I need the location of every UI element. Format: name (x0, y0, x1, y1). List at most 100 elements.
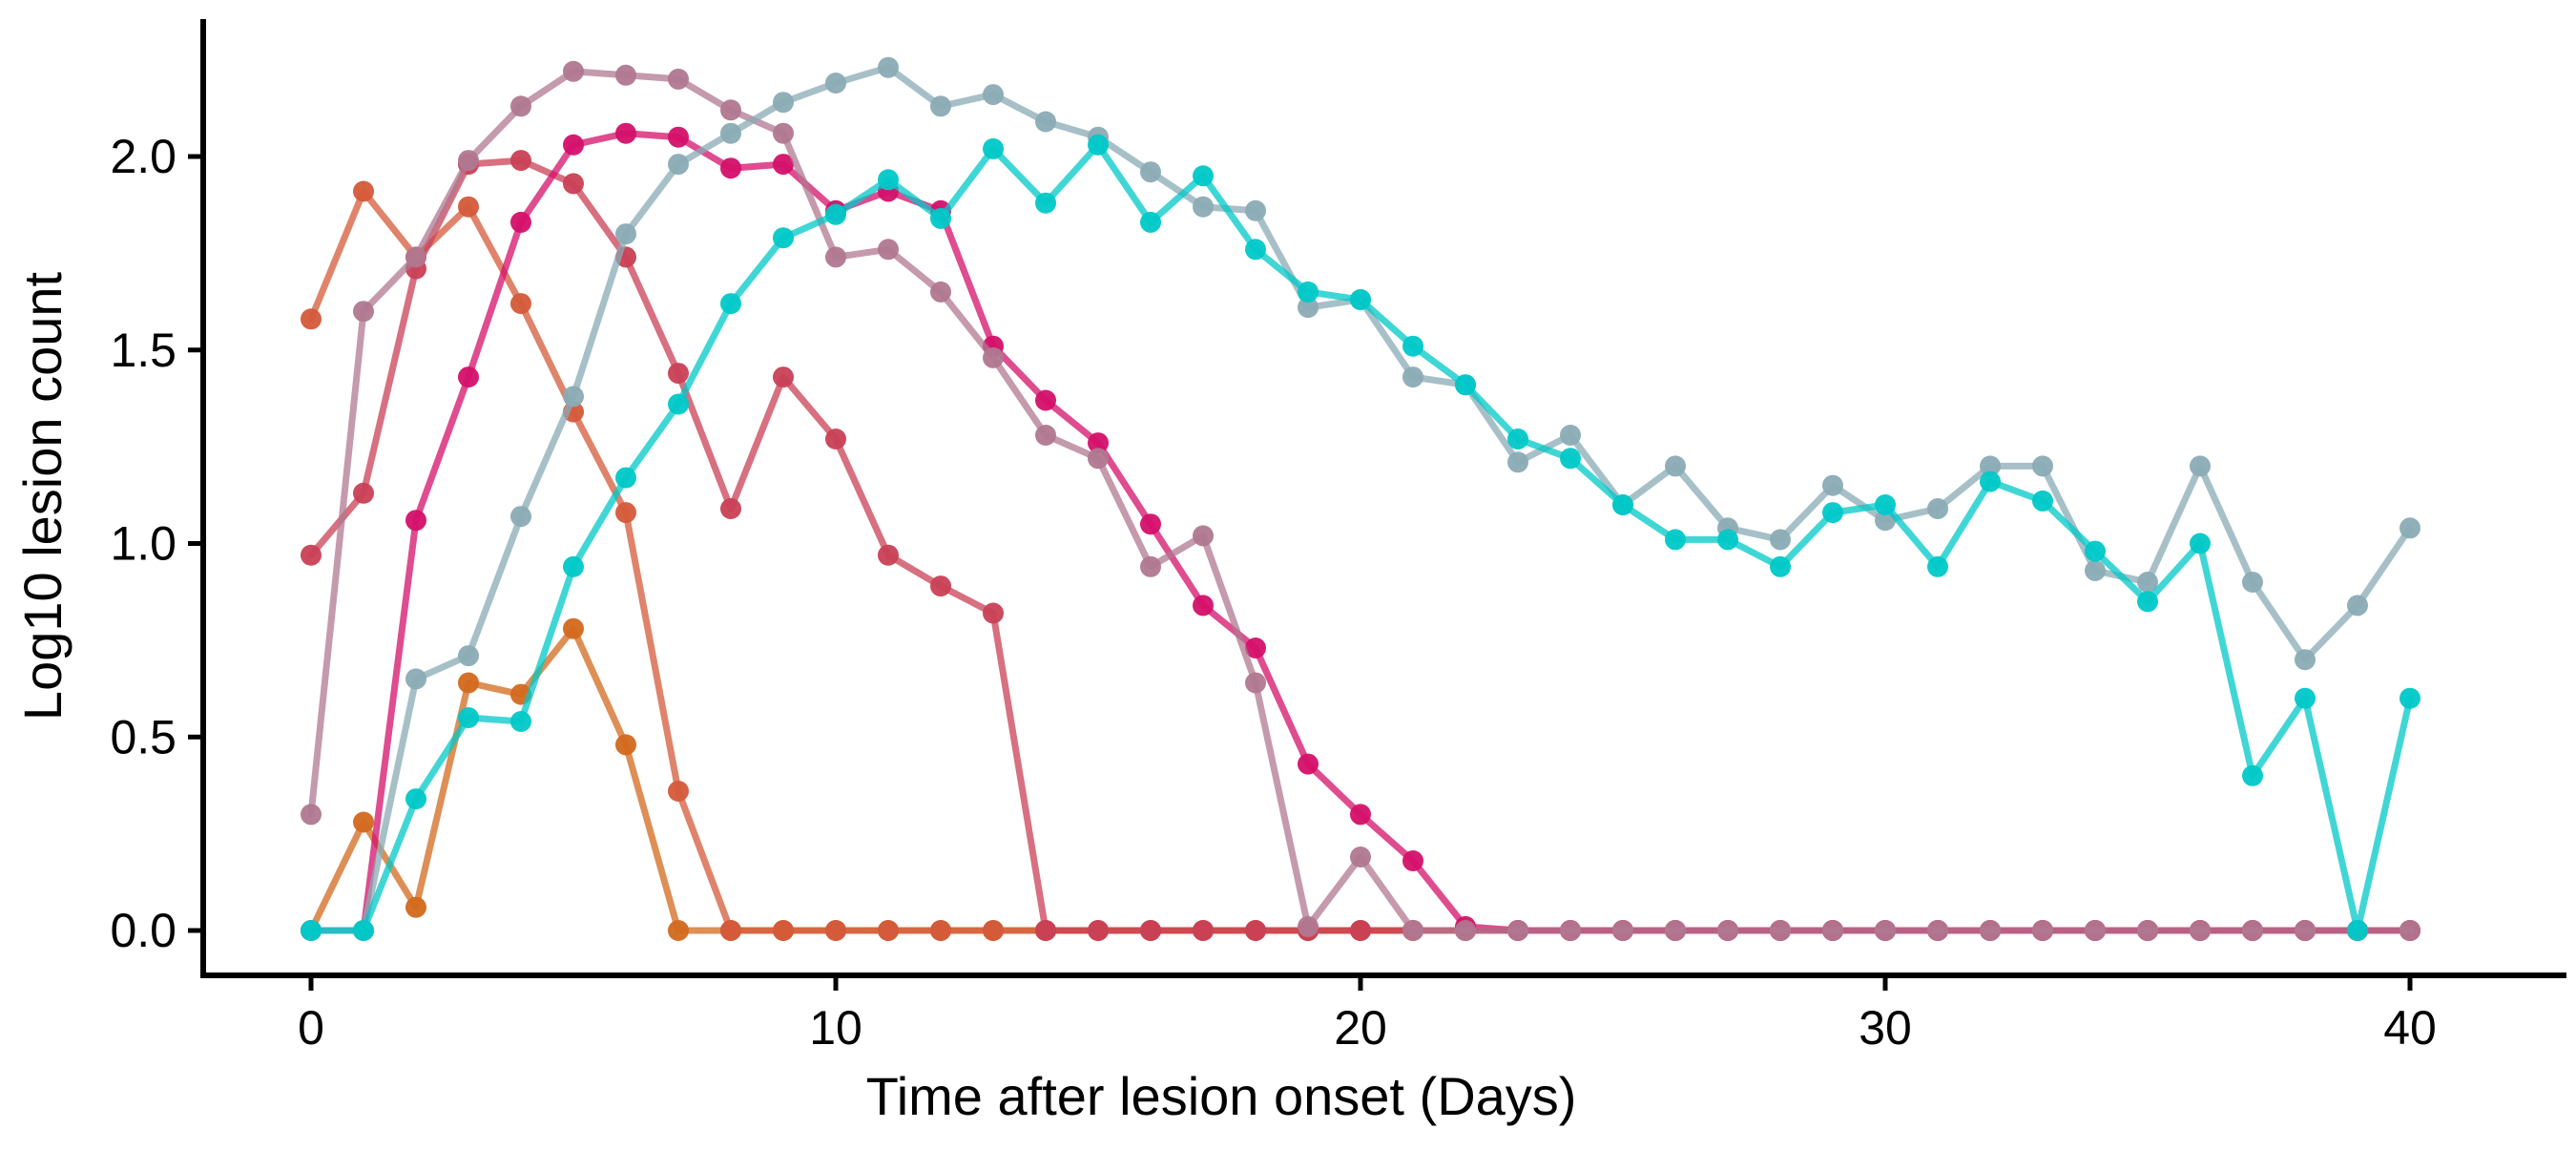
series-6-point (1193, 165, 1214, 187)
series-4-point (301, 804, 322, 826)
series-5-point (1402, 366, 1423, 388)
series-5-point (458, 645, 479, 667)
series-1-point (825, 920, 846, 941)
y-tick-label: 0.5 (110, 710, 177, 763)
series-3-point (563, 134, 584, 156)
series-6-point (510, 711, 531, 732)
series-5-point (1245, 199, 1266, 221)
series-0-point (353, 811, 374, 833)
series-4-point (1980, 920, 2001, 941)
series-3-point (615, 122, 636, 144)
series-1-point (301, 308, 322, 330)
series-4-line (307, 68, 2414, 934)
series-6-point (773, 227, 794, 249)
series-6-point (930, 207, 951, 229)
series-2-point (878, 544, 899, 566)
series-6-point (615, 467, 636, 489)
series-6 (301, 134, 2420, 941)
series-4-point (720, 99, 741, 121)
series-4-point (1560, 920, 1581, 941)
series-2-point (825, 429, 846, 450)
series-6-point (458, 707, 479, 728)
series-4-point (2190, 920, 2211, 941)
series-4-point (773, 122, 794, 144)
series-0 (301, 617, 2420, 941)
series-5-point (2032, 455, 2053, 477)
series-4-point (1770, 920, 1791, 941)
series-4-point (668, 68, 689, 90)
series-6-point (668, 393, 689, 415)
series-4-point (1927, 920, 1948, 941)
series-3-point (1245, 638, 1266, 659)
series-6-point (1507, 429, 1528, 450)
series-3-point (773, 154, 794, 176)
series-4-point (1875, 920, 1896, 941)
series-1-point (773, 920, 794, 941)
series-2-point (1245, 920, 1266, 941)
series-3-point (1035, 389, 1056, 411)
series-6-point (2032, 490, 2053, 512)
series-3-point (1298, 753, 1319, 775)
series-3-point (510, 211, 531, 233)
series-6-point (1088, 134, 1109, 156)
series-5-line (307, 64, 2414, 934)
series-0-line (307, 625, 2414, 934)
series-5-point (2295, 649, 2316, 671)
series-6-point (1140, 211, 1161, 233)
series-6-point (1350, 289, 1371, 310)
series-2-point (930, 575, 951, 597)
series-3-point (720, 157, 741, 179)
series-6-point (301, 920, 322, 941)
series-4-point (1140, 555, 1161, 577)
series-4-point (1612, 920, 1633, 941)
series-0-point (458, 672, 479, 694)
series-1-point (720, 920, 741, 941)
series-6-point (1035, 192, 1056, 214)
series-3-point (458, 366, 479, 388)
series-6-point (563, 555, 584, 577)
series-4-point (2085, 920, 2106, 941)
series-5-point (1507, 451, 1528, 473)
series-5-point (668, 154, 689, 176)
series-6-point (1822, 502, 1843, 524)
series-6-point (825, 203, 846, 225)
series-4-point (1402, 920, 1423, 941)
series-1-point (458, 196, 479, 218)
series-2-point (720, 498, 741, 519)
series-5-point (2399, 517, 2420, 539)
series-6-point (1298, 281, 1319, 303)
series-4-point (1507, 920, 1528, 941)
series-5-point (2347, 595, 2368, 617)
series-4-point (2137, 920, 2158, 941)
x-tick-label: 0 (298, 1001, 324, 1055)
series-5-point (825, 73, 846, 94)
series-0-point (668, 920, 689, 941)
series-6-point (1245, 239, 1266, 261)
series-4-point (1088, 448, 1109, 470)
series-6-point (1770, 555, 1791, 577)
series-2-point (1193, 920, 1214, 941)
series-5-point (563, 386, 584, 408)
series-3-point (405, 510, 426, 532)
series-4-point (1455, 920, 1476, 941)
series-6-point (1717, 529, 1738, 551)
series-2-point (1035, 920, 1056, 941)
series-3-point (668, 126, 689, 148)
series-6-point (2190, 533, 2211, 554)
series-2-point (563, 173, 584, 195)
x-tick-label: 20 (1334, 1001, 1387, 1055)
series-5-point (2137, 572, 2158, 593)
series-3-point (1350, 804, 1371, 826)
series-6-point (2242, 764, 2263, 786)
series-6-point (2399, 687, 2420, 709)
series-6-point (1927, 555, 1948, 577)
series-5-point (930, 95, 951, 117)
series-5-point (773, 92, 794, 114)
series-5-point (615, 223, 636, 245)
series-4-point (983, 346, 1004, 368)
series-6-point (353, 920, 374, 941)
series-5-point (2190, 455, 2211, 477)
series-0-point (615, 734, 636, 756)
